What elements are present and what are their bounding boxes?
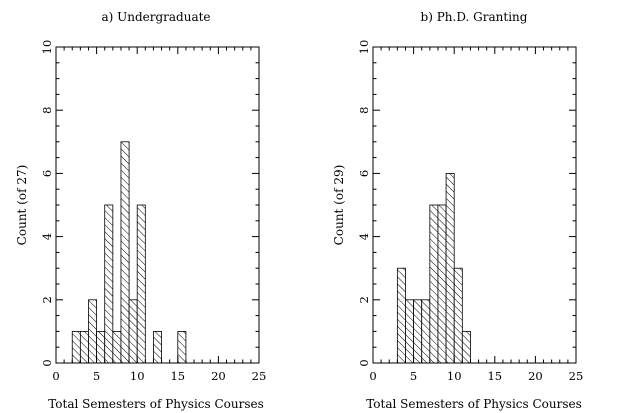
y-tick-label: 2 [40,296,54,303]
ticks-group: 0 5 10 15 20 25 0 2 4 6 8 10 [357,40,583,383]
y-tick-label: 0 [357,359,371,366]
chart-title: a) Undergraduate [101,10,210,24]
bar-3 [421,299,431,364]
bar-7 [453,267,463,364]
x-tick-label: 20 [528,369,543,383]
x-tick-label: 10 [130,369,145,383]
x-tick-label: 15 [487,369,502,383]
y-tick-label: 8 [40,107,54,114]
bar-7 [128,299,138,364]
y-axis-label: Count (of 29) [332,165,346,246]
y-tick-label: 10 [40,40,54,55]
bar-0 [396,267,406,364]
x-tick-label: 0 [369,369,376,383]
x-tick-label: 15 [170,369,185,383]
bar-10 [177,330,187,364]
bar-4 [104,204,114,364]
x-tick-label: 20 [211,369,226,383]
bar-0 [71,330,81,364]
bar-1 [79,330,89,364]
x-axis-label: Total Semesters of Physics Courses [48,397,264,411]
bar-8 [136,204,146,364]
bars-group [71,141,187,364]
bar-5 [437,204,447,364]
bars-group [396,172,471,364]
y-tick-label: 6 [357,170,371,177]
bar-9 [153,330,162,364]
panel-undergraduate: a) Undergraduate 0 5 10 15 20 25 0 2 4 6 8 10 Count… [15,10,266,411]
y-tick-label: 10 [357,40,371,55]
bar-6 [445,172,455,364]
chart-title: b) Ph.D. Granting [421,10,528,24]
bar-4 [429,204,439,364]
bar-2 [413,299,423,364]
bar-2 [88,299,98,364]
panel-phd-granting: b) Ph.D. Granting 0 5 10 15 20 25 0 2 4 6 8 10 Coun… [332,10,583,411]
y-tick-label: 4 [357,233,371,240]
x-axis-label: Total Semesters of Physics Courses [366,397,582,411]
x-tick-label: 0 [52,369,59,383]
x-tick-label: 5 [410,369,417,383]
y-axis-label: Count (of 27) [15,165,29,246]
y-tick-label: 2 [357,296,371,303]
y-tick-label: 8 [357,107,371,114]
bar-5 [112,330,122,364]
y-tick-label: 0 [40,359,54,366]
bar-1 [405,299,415,364]
ticks-group: 0 5 10 15 20 25 0 2 4 6 8 10 [40,40,266,383]
bar-3 [96,330,106,364]
x-tick-label: 10 [447,369,462,383]
y-tick-label: 6 [40,170,54,177]
bar-6 [120,141,130,364]
x-tick-label: 25 [569,369,584,383]
bar-8 [461,330,471,364]
x-tick-label: 5 [93,369,100,383]
plot-frame [55,46,260,364]
y-tick-label: 4 [40,233,54,240]
x-tick-label: 25 [252,369,267,383]
